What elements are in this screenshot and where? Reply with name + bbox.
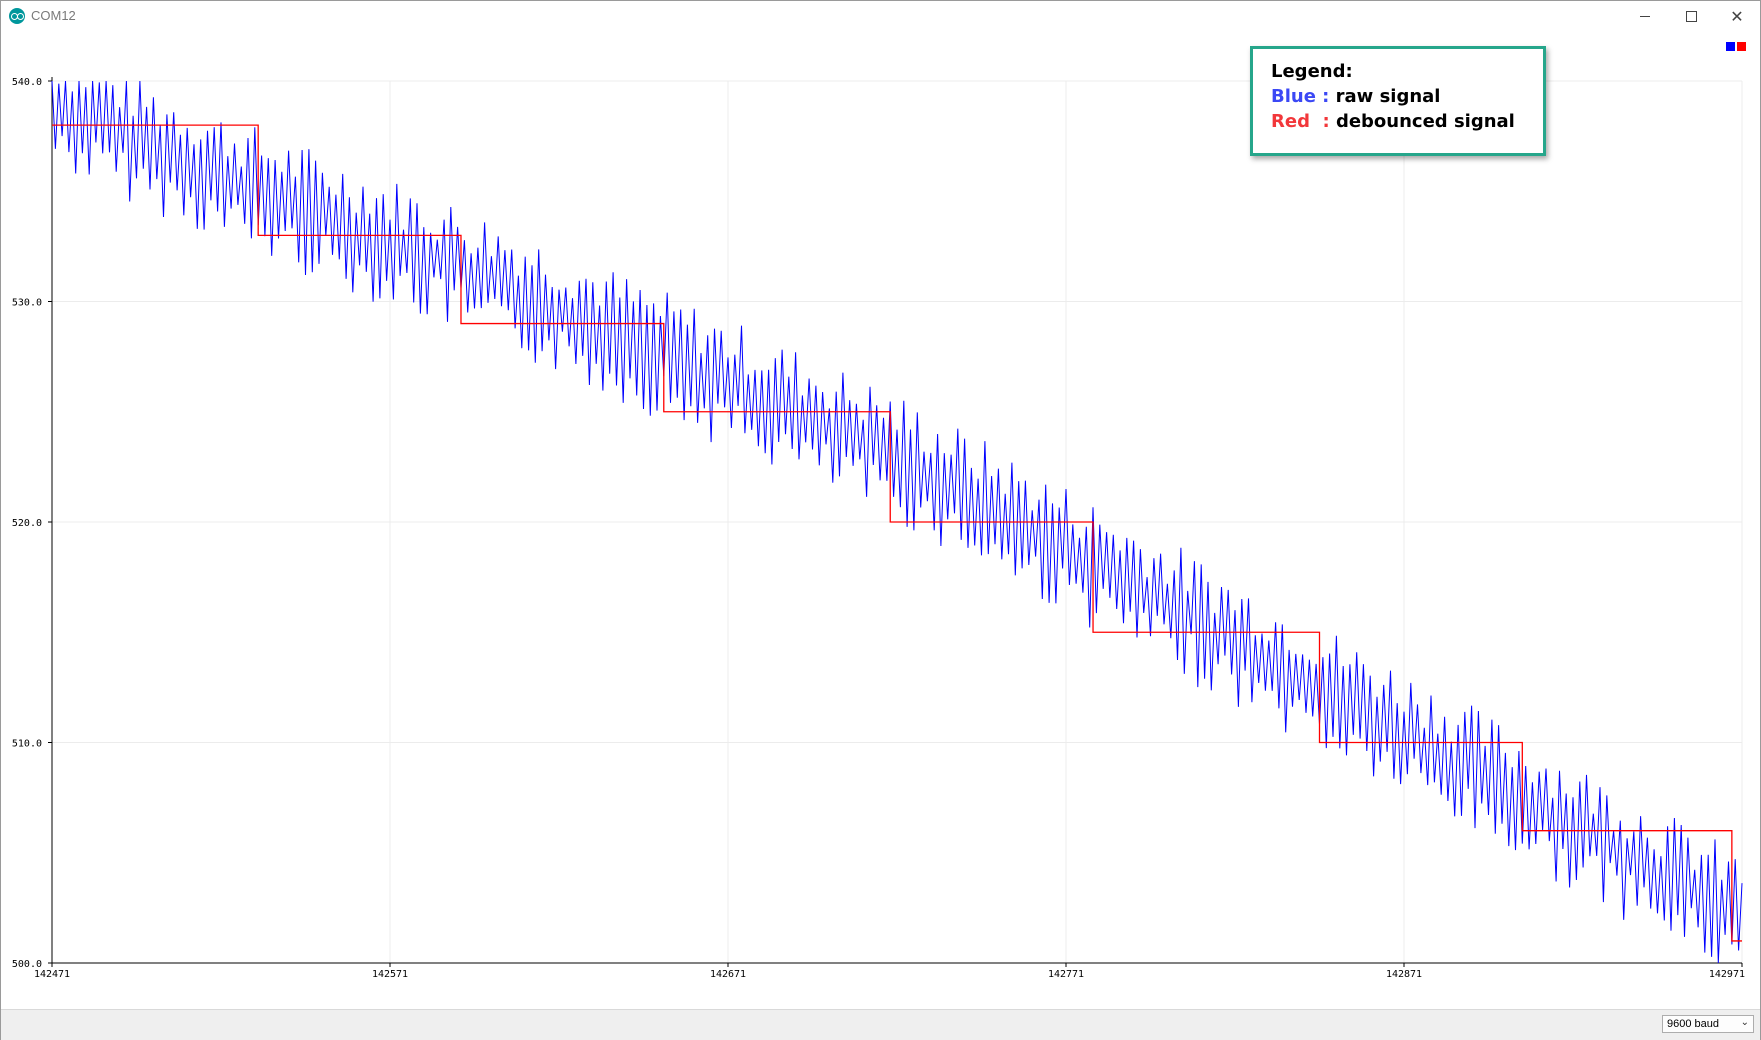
maximize-button[interactable] (1668, 1, 1714, 31)
baud-rate-value: 9600 baud (1667, 1018, 1719, 1030)
y-tick-label: 520.0 (12, 518, 42, 529)
status-bar (1, 1009, 1760, 1040)
minimize-button[interactable] (1622, 1, 1668, 31)
debounced-series-swatch (1737, 42, 1746, 51)
legend-box: Legend: Blue : raw signal Red : debounce… (1250, 46, 1546, 156)
legend-blue-key: Blue : (1271, 86, 1336, 107)
raw-series-swatch (1726, 42, 1735, 51)
maximize-icon (1685, 10, 1697, 22)
close-button[interactable]: ✕ (1714, 1, 1760, 31)
x-tick-label: 142971 (1709, 969, 1745, 980)
y-tick-label: 500.0 (12, 959, 42, 970)
title-bar[interactable]: COM12 ✕ (1, 1, 1760, 31)
legend-blue-desc: raw signal (1335, 86, 1441, 107)
x-tick-label: 142771 (1048, 969, 1084, 980)
legend-entry-debounced: Red : debounced signal (1271, 111, 1515, 132)
y-tick-label: 510.0 (12, 739, 42, 750)
x-tick-label: 142471 (34, 969, 70, 980)
y-tick-label: 540.0 (12, 77, 42, 88)
minimize-icon (1640, 15, 1650, 17)
legend-red-desc: debounced signal (1335, 111, 1515, 132)
window-title: COM12 (31, 8, 76, 23)
chevron-down-icon: ⌄ (1740, 1017, 1749, 1028)
legend-title: Legend: (1271, 61, 1353, 82)
close-icon: ✕ (1730, 6, 1744, 26)
legend-entry-raw: Blue : raw signal (1271, 86, 1440, 107)
x-tick-label: 142571 (372, 969, 408, 980)
debounced-signal-line (52, 124, 1742, 942)
legend-red-key: Red : (1271, 111, 1336, 132)
x-tick-label: 142871 (1386, 969, 1422, 980)
y-tick-label: 530.0 (12, 298, 42, 309)
baud-rate-select[interactable]: 9600 baud ⌄ (1662, 1015, 1754, 1033)
arduino-icon (9, 8, 25, 24)
x-tick-label: 142671 (710, 969, 746, 980)
